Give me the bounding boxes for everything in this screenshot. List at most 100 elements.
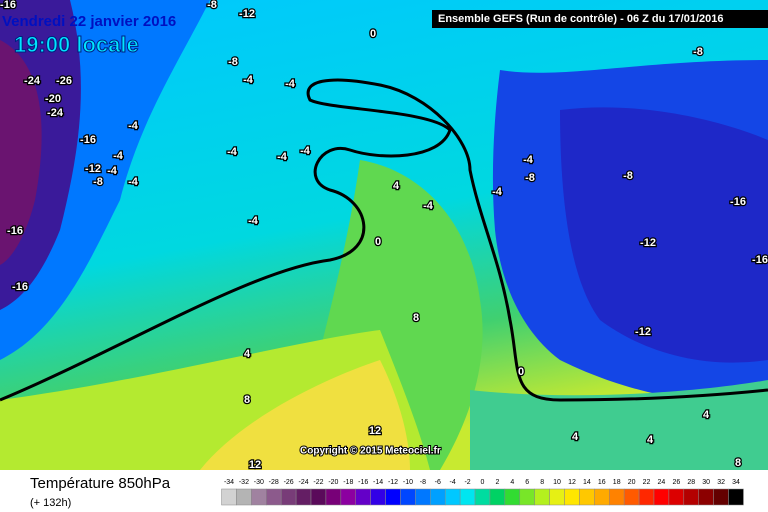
legend-swatch bbox=[713, 488, 729, 506]
isotherm-label: 8 bbox=[735, 457, 741, 469]
legend-swatch bbox=[564, 488, 580, 506]
legend-swatch bbox=[653, 488, 670, 506]
legend-swatch bbox=[534, 488, 550, 506]
isotherm-label: -12 bbox=[239, 8, 255, 20]
isotherm-label: -8 bbox=[228, 56, 238, 68]
legend-label: -6 bbox=[435, 479, 441, 486]
legend-swatch bbox=[325, 488, 342, 506]
legend-label: 30 bbox=[702, 479, 710, 486]
legend-label: -20 bbox=[328, 479, 338, 486]
isotherm-label: -16 bbox=[752, 254, 768, 266]
date: Vendredi 22 janvier 2016 bbox=[2, 13, 176, 30]
legend-swatch bbox=[668, 488, 685, 506]
legend-swatch bbox=[459, 488, 476, 506]
legend-label: -16 bbox=[358, 479, 368, 486]
legend-label: 18 bbox=[613, 479, 621, 486]
legend-swatch bbox=[728, 488, 744, 506]
isotherm-label: -8 bbox=[623, 170, 633, 182]
legend-swatch bbox=[236, 488, 252, 506]
legend-label: 24 bbox=[658, 479, 666, 486]
model-box bbox=[432, 10, 768, 28]
legend-swatch bbox=[698, 488, 714, 506]
isotherm-label: 4 bbox=[703, 409, 710, 421]
warm-region bbox=[470, 380, 768, 470]
legend-label: -8 bbox=[420, 479, 426, 486]
isotherm-label: 8 bbox=[413, 312, 419, 324]
legend-swatch bbox=[430, 488, 446, 506]
legend-swatch bbox=[623, 488, 640, 506]
legend-label: 16 bbox=[598, 479, 606, 486]
legend-label: -14 bbox=[373, 479, 383, 486]
legend-label: -22 bbox=[313, 479, 323, 486]
legend-swatch bbox=[474, 488, 491, 506]
isotherm-label: -4 bbox=[128, 176, 139, 188]
isotherm-label: 0 bbox=[370, 28, 376, 40]
isotherm-label: -8 bbox=[93, 176, 103, 188]
isotherm-label: -8 bbox=[525, 172, 535, 184]
footer-lead: (+ 132h) bbox=[30, 497, 71, 509]
legend-swatch bbox=[638, 488, 655, 506]
legend-swatch bbox=[609, 488, 625, 506]
legend-label: -32 bbox=[239, 479, 249, 486]
isotherm-label: -12 bbox=[640, 237, 656, 249]
isotherm-label: -4 bbox=[243, 74, 254, 86]
isotherm-label: -16 bbox=[730, 196, 746, 208]
legend-label: 10 bbox=[553, 479, 561, 486]
isotherm-label: -16 bbox=[7, 225, 23, 237]
legend-label: -12 bbox=[388, 479, 398, 486]
legend-swatch bbox=[266, 488, 282, 506]
isotherm-label: -4 bbox=[128, 120, 139, 132]
legend-label: 8 bbox=[540, 479, 544, 486]
isotherm-label: -8 bbox=[207, 0, 217, 11]
legend-swatch bbox=[683, 488, 699, 506]
map-labels: -16 -8-12-8-4 -40-8-24 -26-20-24-4-16-4 -4-4… bbox=[0, 0, 768, 472]
legend-swatch bbox=[400, 488, 416, 506]
legend-label: 20 bbox=[628, 479, 636, 486]
isotherm-label: -4 bbox=[300, 145, 311, 157]
isotherm-label: 4 bbox=[244, 348, 251, 360]
isotherm-label: -4 bbox=[248, 215, 259, 227]
footer-title: Température 850hPa bbox=[30, 475, 171, 492]
legend-label: 22 bbox=[643, 479, 651, 486]
legend-swatch bbox=[519, 488, 535, 506]
legend-label: -2 bbox=[464, 479, 470, 486]
isotherm-label: -4 bbox=[113, 150, 124, 162]
isotherm-label: -4 bbox=[523, 154, 534, 166]
isotherm-label: 12 bbox=[249, 459, 261, 471]
legend-swatch bbox=[594, 488, 610, 506]
map bbox=[0, 0, 768, 470]
legend-swatch bbox=[549, 488, 565, 506]
isotherm-label: 0 bbox=[518, 366, 524, 378]
legend-swatch bbox=[280, 488, 297, 506]
legend-label: -24 bbox=[298, 479, 308, 486]
legend-label: 4 bbox=[510, 479, 514, 486]
isotherm-label: -16 bbox=[12, 281, 28, 293]
legend-swatch bbox=[489, 488, 506, 506]
legend-swatch bbox=[504, 488, 521, 506]
legend-label: 28 bbox=[687, 479, 695, 486]
legend-swatch bbox=[355, 488, 371, 506]
legend-swatch bbox=[370, 488, 386, 506]
legend-label: -34 bbox=[224, 479, 234, 486]
legend-swatch bbox=[221, 488, 237, 506]
copyright: Copyright © 2015 Meteociel.fr bbox=[300, 446, 441, 457]
legend-label: 14 bbox=[583, 479, 591, 486]
isotherm-label: 4 bbox=[572, 431, 579, 443]
legend-swatch bbox=[310, 488, 327, 506]
isotherm-label: -12 bbox=[635, 326, 651, 338]
legend-label: -30 bbox=[254, 479, 264, 486]
legend-label: -26 bbox=[284, 479, 294, 486]
warm-region bbox=[200, 360, 410, 470]
isotherm-label: 0 bbox=[375, 236, 381, 248]
isotherm-label: -4 bbox=[492, 186, 503, 198]
legend: -34 -32 -30 -28 -26 -24 -22 -20 -18 -16 -14 -12 -10-… bbox=[221, 479, 744, 506]
isotherm-label: 4 bbox=[393, 180, 400, 192]
legend-label: -10 bbox=[403, 479, 413, 486]
time: 19:00 locale bbox=[14, 32, 139, 57]
legend-swatch bbox=[579, 488, 595, 506]
legend-label: 32 bbox=[717, 479, 725, 486]
isotherm-label: -20 bbox=[45, 93, 61, 105]
isotherm-label: -26 bbox=[56, 75, 72, 87]
isotherm-label: -4 bbox=[227, 146, 238, 158]
